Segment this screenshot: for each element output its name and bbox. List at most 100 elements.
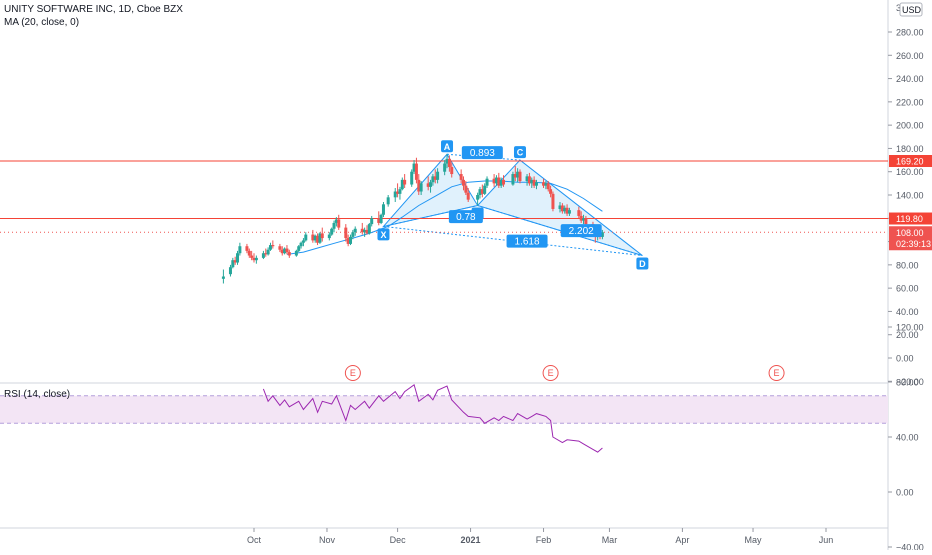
pattern-point-badge[interactable] bbox=[513, 146, 526, 159]
candle-body bbox=[403, 179, 407, 185]
pattern-point-badge[interactable] bbox=[377, 228, 390, 241]
pattern-ratio-label: 0.78 bbox=[456, 212, 476, 223]
candle-body bbox=[412, 163, 416, 172]
candle-body bbox=[518, 171, 522, 182]
pattern-point-c: C bbox=[517, 148, 524, 158]
candle-body bbox=[381, 204, 385, 215]
earnings-marker[interactable] bbox=[344, 365, 361, 381]
candle-body bbox=[280, 249, 284, 254]
candle-body bbox=[304, 234, 308, 241]
pattern-ratio-badge[interactable] bbox=[461, 146, 503, 160]
candle-body bbox=[516, 171, 520, 178]
candle-body bbox=[497, 177, 501, 186]
candle-body bbox=[431, 176, 435, 183]
candle-body bbox=[525, 176, 529, 182]
horizontal-level-label: 169.20 bbox=[896, 157, 924, 167]
rsi-indicator-label[interactable]: RSI (14, close) bbox=[4, 389, 71, 400]
candle-body bbox=[445, 158, 449, 164]
candle-body bbox=[459, 174, 463, 180]
candle-body bbox=[414, 163, 418, 180]
candle-body bbox=[228, 267, 232, 275]
candle-body bbox=[252, 257, 256, 261]
candle-body bbox=[311, 234, 315, 241]
candle-body bbox=[429, 182, 433, 187]
candle-body bbox=[330, 228, 334, 235]
ma-indicator-label[interactable]: MA (20, close, 0) bbox=[4, 17, 80, 28]
candle-body bbox=[567, 210, 571, 214]
candle-body bbox=[558, 205, 562, 209]
candle-body bbox=[546, 183, 550, 190]
time-tick-label: Oct bbox=[247, 535, 262, 545]
candle-body bbox=[398, 189, 402, 194]
pattern-ratio-label: 0.893 bbox=[470, 148, 495, 159]
candle-body bbox=[527, 176, 531, 184]
candle-body bbox=[464, 185, 468, 193]
candle-body bbox=[353, 228, 357, 233]
candle-body bbox=[485, 178, 489, 186]
candle-body bbox=[544, 183, 548, 186]
candle-body bbox=[238, 246, 242, 254]
candle-body bbox=[433, 176, 437, 180]
pattern-ratio-badge[interactable] bbox=[448, 210, 483, 224]
candle-body bbox=[327, 234, 331, 239]
candle-body bbox=[461, 179, 465, 186]
candle-body bbox=[582, 218, 586, 221]
candle-body bbox=[379, 214, 383, 223]
price-tick-label: 200.00 bbox=[896, 121, 924, 131]
candle-body bbox=[334, 219, 338, 223]
candle-body bbox=[299, 242, 303, 247]
rsi-tick-label: 80.00 bbox=[896, 378, 919, 388]
rsi-tick-label: 120.00 bbox=[896, 323, 924, 333]
candle-body bbox=[530, 179, 534, 184]
price-tick-label: 40.00 bbox=[896, 307, 919, 317]
earnings-marker-label: E bbox=[774, 368, 780, 378]
candle-body bbox=[351, 232, 355, 237]
candle-body bbox=[476, 195, 480, 200]
bar-countdown-label: 02:39:13 bbox=[896, 239, 931, 249]
currency-badge[interactable] bbox=[899, 2, 923, 17]
pattern-ratio-line-xb bbox=[383, 204, 478, 227]
price-tick-label: 60.00 bbox=[896, 284, 919, 294]
rsi-line[interactable] bbox=[262, 383, 603, 453]
candle-body bbox=[549, 189, 553, 194]
candle-body bbox=[294, 250, 298, 256]
candle-body bbox=[344, 227, 348, 239]
pattern-point-badge[interactable] bbox=[441, 140, 454, 153]
candle-body bbox=[511, 174, 515, 185]
candle-body bbox=[417, 179, 421, 192]
price-tick-label: 20.00 bbox=[896, 330, 919, 340]
symbol-title[interactable]: UNITY SOFTWARE INC, 1D, Cboe BZX bbox=[4, 4, 183, 15]
currency-label[interactable]: USD bbox=[902, 5, 922, 15]
candle-body bbox=[502, 179, 506, 185]
earnings-marker-label: E bbox=[548, 368, 554, 378]
candle-body bbox=[320, 233, 324, 239]
time-tick-label: Dec bbox=[390, 535, 407, 545]
pattern-ratio-badge[interactable] bbox=[506, 234, 548, 248]
horizontal-level-label: 119.80 bbox=[896, 214, 923, 224]
candle-body bbox=[346, 238, 350, 244]
candle-body bbox=[337, 219, 341, 228]
earnings-marker[interactable] bbox=[542, 365, 559, 381]
price-tick-label: 240.00 bbox=[896, 74, 924, 84]
price-tick-label: 220.00 bbox=[896, 97, 924, 107]
candle-body bbox=[466, 192, 470, 200]
pattern-ratio-line-xd bbox=[383, 225, 643, 257]
candle-body bbox=[285, 248, 289, 253]
time-tick-label: Nov bbox=[319, 535, 336, 545]
candle-body bbox=[542, 182, 546, 186]
candle-body bbox=[301, 240, 305, 243]
candle-body bbox=[313, 235, 317, 241]
pattern-ratio-badge[interactable] bbox=[560, 224, 602, 238]
candle-body bbox=[480, 189, 484, 194]
candle-body bbox=[247, 250, 251, 256]
candle-body bbox=[443, 163, 447, 172]
candle-body bbox=[584, 218, 588, 225]
price-tick-label: 0.00 bbox=[896, 354, 914, 364]
candle-body bbox=[268, 245, 272, 250]
pattern-point-badge[interactable] bbox=[636, 257, 649, 270]
earnings-marker[interactable] bbox=[768, 365, 785, 381]
pattern-point-a: A bbox=[444, 142, 451, 152]
horizontal-level-badge bbox=[889, 212, 932, 225]
